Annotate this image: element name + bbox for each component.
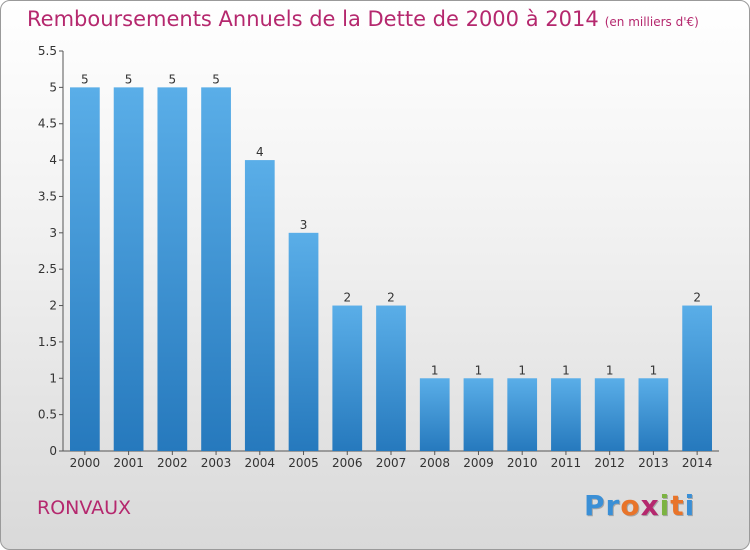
y-tick-label: 0.5 bbox=[38, 408, 57, 422]
data-label-2002: 5 bbox=[169, 72, 177, 86]
y-tick-label: 1.5 bbox=[38, 335, 57, 349]
logo-letter: t bbox=[670, 489, 685, 522]
chart-axes: 0 0.5 1 1.5 2 2.5 3 3.5 4 4.5 5 5.5 2000 2001 2002 2003… bbox=[38, 44, 719, 470]
x-tick-label-2014: 2014 bbox=[682, 456, 713, 470]
bar-2008 bbox=[419, 378, 450, 451]
data-label-2007: 2 bbox=[387, 291, 395, 305]
logo-letter: P bbox=[584, 489, 606, 522]
x-tick-label-2006: 2006 bbox=[332, 456, 363, 470]
bar-2014 bbox=[682, 305, 713, 451]
y-tick-label: 3.5 bbox=[38, 189, 57, 203]
bar-2005 bbox=[288, 232, 319, 451]
bar-2000 bbox=[69, 87, 100, 451]
commune-name: RONVAUX bbox=[37, 497, 132, 519]
bar-2001 bbox=[113, 87, 144, 451]
data-label-2010: 1 bbox=[518, 363, 526, 377]
x-tick-label-2000: 2000 bbox=[70, 456, 101, 470]
proxiti-logo: Proxiti bbox=[584, 489, 695, 522]
bar-2002 bbox=[157, 87, 188, 451]
chart-bars bbox=[69, 87, 713, 451]
logo-letter: i bbox=[684, 489, 696, 522]
y-tick-label: 4.5 bbox=[38, 117, 57, 131]
data-label-2011: 1 bbox=[562, 363, 570, 377]
bar-2012 bbox=[594, 378, 625, 451]
x-tick-label-2010: 2010 bbox=[507, 456, 538, 470]
logo-letter: x bbox=[640, 489, 660, 522]
bar-2004 bbox=[244, 160, 275, 451]
y-tick-label: 2 bbox=[49, 299, 57, 313]
bar-2013 bbox=[638, 378, 669, 451]
y-tick-label: 2.5 bbox=[38, 262, 57, 276]
x-tick-label-2005: 2005 bbox=[288, 456, 319, 470]
data-label-2004: 4 bbox=[256, 145, 264, 159]
x-tick-label-2003: 2003 bbox=[201, 456, 232, 470]
y-tick-label: 5 bbox=[49, 80, 57, 94]
x-tick-label-2007: 2007 bbox=[376, 456, 407, 470]
y-tick-label: 4 bbox=[49, 153, 57, 167]
x-tick-label-2012: 2012 bbox=[594, 456, 625, 470]
x-tick-label-2011: 2011 bbox=[551, 456, 582, 470]
data-label-2009: 1 bbox=[475, 363, 483, 377]
data-label-2005: 3 bbox=[300, 218, 308, 232]
bar-2010 bbox=[507, 378, 538, 451]
x-tick-label-2004: 2004 bbox=[245, 456, 276, 470]
data-label-2013: 1 bbox=[650, 363, 658, 377]
chart-data-labels: 5 5 5 5 4 3 2 2 1 1 1 1 1 1 2 bbox=[81, 72, 701, 377]
data-label-2001: 5 bbox=[125, 72, 133, 86]
data-label-2003: 5 bbox=[212, 72, 220, 86]
x-tick-label-2013: 2013 bbox=[638, 456, 669, 470]
data-label-2008: 1 bbox=[431, 363, 439, 377]
x-tick-label-2001: 2001 bbox=[113, 456, 144, 470]
bar-2006 bbox=[332, 305, 363, 451]
data-label-2014: 2 bbox=[693, 291, 701, 305]
chart-title: Remboursements Annuels de la Dette de 20… bbox=[27, 7, 699, 31]
bar-2003 bbox=[201, 87, 231, 451]
y-tick-label: 3 bbox=[49, 226, 57, 240]
y-tick-label: 5.5 bbox=[38, 44, 57, 58]
bar-2007 bbox=[376, 305, 406, 451]
y-tick-label: 0 bbox=[49, 444, 57, 458]
bar-2011 bbox=[551, 378, 581, 451]
x-tick-label-2009: 2009 bbox=[463, 456, 494, 470]
data-label-2012: 1 bbox=[606, 363, 614, 377]
x-tick-label-2002: 2002 bbox=[157, 456, 188, 470]
logo-letter: o bbox=[620, 489, 641, 522]
x-tick-label-2008: 2008 bbox=[419, 456, 450, 470]
data-label-2006: 2 bbox=[343, 291, 351, 305]
chart-title-text: Remboursements Annuels de la Dette de 20… bbox=[27, 7, 599, 31]
logo-letter: r bbox=[605, 489, 621, 522]
chart-subtitle: (en milliers d'€) bbox=[604, 15, 699, 29]
bar-2009 bbox=[463, 378, 494, 451]
data-label-2000: 5 bbox=[81, 72, 89, 86]
logo-letter: i bbox=[659, 489, 671, 522]
y-tick-label: 1 bbox=[49, 371, 57, 385]
